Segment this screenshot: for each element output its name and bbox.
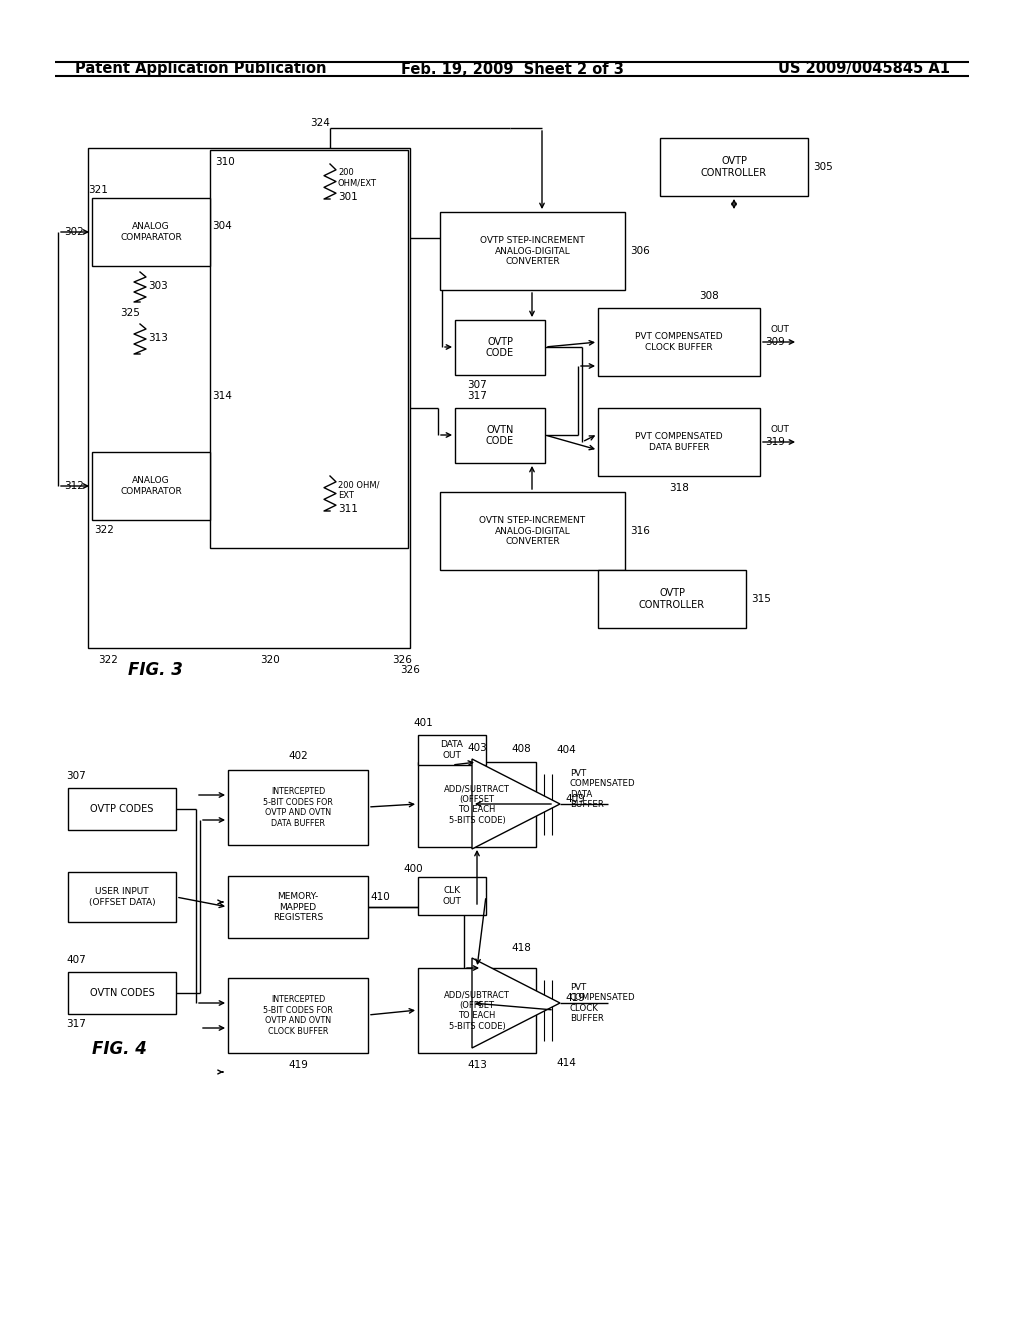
Bar — [228, 876, 368, 939]
Text: 419: 419 — [565, 993, 585, 1003]
Bar — [440, 213, 625, 290]
Text: 325: 325 — [120, 308, 140, 318]
Bar — [418, 735, 486, 766]
Text: 318: 318 — [669, 483, 689, 492]
Text: 320: 320 — [260, 655, 280, 665]
Text: 322: 322 — [98, 655, 118, 665]
Text: 306: 306 — [630, 246, 650, 256]
Text: 408: 408 — [511, 744, 530, 754]
Text: CLK
OUT: CLK OUT — [442, 886, 462, 906]
Text: ANALOG
COMPARATOR: ANALOG COMPARATOR — [120, 222, 182, 242]
Bar — [418, 762, 536, 847]
Text: USER INPUT
(OFFSET DATA): USER INPUT (OFFSET DATA) — [89, 887, 156, 907]
Text: 303: 303 — [148, 281, 168, 290]
Bar — [455, 319, 545, 375]
Bar — [455, 408, 545, 463]
Text: 200 OHM/
EXT: 200 OHM/ EXT — [338, 480, 380, 500]
Polygon shape — [472, 759, 560, 849]
Text: 311: 311 — [338, 504, 357, 513]
Text: 326: 326 — [400, 665, 420, 675]
Text: OVTP
CODE: OVTP CODE — [486, 337, 514, 358]
Text: OVTP
CONTROLLER: OVTP CONTROLLER — [639, 589, 706, 610]
Text: FIG. 4: FIG. 4 — [92, 1040, 146, 1059]
Text: 309: 309 — [765, 337, 784, 347]
Bar — [92, 198, 210, 267]
Bar — [228, 770, 368, 845]
Text: OVTN CODES: OVTN CODES — [90, 987, 155, 998]
Text: 410: 410 — [370, 892, 390, 902]
Text: OVTN
CODE: OVTN CODE — [486, 425, 514, 446]
Text: INTERCEPTED
5-BIT CODES FOR
OVTP AND OVTN
DATA BUFFER: INTERCEPTED 5-BIT CODES FOR OVTP AND OVT… — [263, 788, 333, 828]
Bar — [68, 873, 176, 921]
Text: 319: 319 — [765, 437, 784, 447]
Text: 310: 310 — [215, 157, 234, 168]
Text: 308: 308 — [699, 290, 719, 301]
Text: FIG. 3: FIG. 3 — [128, 661, 183, 678]
Bar — [440, 492, 625, 570]
Text: 304: 304 — [212, 220, 231, 231]
Text: 317: 317 — [467, 391, 486, 401]
Text: US 2009/0045845 A1: US 2009/0045845 A1 — [778, 62, 950, 77]
Text: 326: 326 — [392, 655, 412, 665]
Polygon shape — [472, 958, 560, 1048]
Text: Patent Application Publication: Patent Application Publication — [75, 62, 327, 77]
Text: 400: 400 — [403, 865, 423, 874]
Text: OUT: OUT — [771, 326, 790, 334]
Text: ADD/SUBTRACT
(OFFSET
TO EACH
5-BITS CODE): ADD/SUBTRACT (OFFSET TO EACH 5-BITS CODE… — [444, 990, 510, 1031]
Text: 418: 418 — [511, 942, 530, 953]
Text: DATA
OUT: DATA OUT — [440, 741, 464, 760]
Bar — [68, 788, 176, 830]
Text: 301: 301 — [338, 191, 357, 202]
Bar — [210, 150, 408, 548]
Text: PVT
COMPENSATED
CLOCK
BUFFER: PVT COMPENSATED CLOCK BUFFER — [570, 983, 636, 1023]
Bar — [418, 968, 536, 1053]
Text: 409: 409 — [565, 795, 585, 804]
Text: 402: 402 — [288, 751, 308, 762]
Text: 401: 401 — [413, 718, 433, 729]
Text: Feb. 19, 2009  Sheet 2 of 3: Feb. 19, 2009 Sheet 2 of 3 — [400, 62, 624, 77]
Text: INTERCEPTED
5-BIT CODES FOR
OVTP AND OVTN
CLOCK BUFFER: INTERCEPTED 5-BIT CODES FOR OVTP AND OVT… — [263, 995, 333, 1036]
Bar — [598, 308, 760, 376]
Bar — [68, 972, 176, 1014]
Bar — [88, 148, 410, 648]
Text: ANALOG
COMPARATOR: ANALOG COMPARATOR — [120, 477, 182, 496]
Text: 322: 322 — [94, 525, 114, 535]
Text: MEMORY-
MAPPED
REGISTERS: MEMORY- MAPPED REGISTERS — [272, 892, 324, 921]
Text: OVTP CODES: OVTP CODES — [90, 804, 154, 814]
Text: ADD/SUBTRACT
(OFFSET
TO EACH
5-BITS CODE): ADD/SUBTRACT (OFFSET TO EACH 5-BITS CODE… — [444, 784, 510, 825]
Text: 313: 313 — [148, 333, 168, 343]
Text: 200
OHM/EXT: 200 OHM/EXT — [338, 168, 377, 187]
Bar — [92, 451, 210, 520]
Text: 312: 312 — [65, 480, 84, 491]
Text: OVTP
CONTROLLER: OVTP CONTROLLER — [701, 156, 767, 178]
Text: OVTN STEP-INCREMENT
ANALOG-DIGITAL
CONVERTER: OVTN STEP-INCREMENT ANALOG-DIGITAL CONVE… — [479, 516, 586, 546]
Text: 302: 302 — [65, 227, 84, 238]
Text: 413: 413 — [467, 1060, 487, 1071]
Text: 321: 321 — [88, 185, 108, 195]
Bar — [660, 139, 808, 195]
Text: 315: 315 — [751, 594, 771, 605]
Text: 407: 407 — [66, 954, 86, 965]
Text: 317: 317 — [66, 1019, 86, 1030]
Text: OUT: OUT — [771, 425, 790, 434]
Text: 403: 403 — [467, 743, 486, 752]
Text: PVT
COMPENSATED
DATA
BUFFER: PVT COMPENSATED DATA BUFFER — [570, 770, 636, 809]
Text: 414: 414 — [556, 1059, 575, 1068]
Text: 305: 305 — [813, 162, 833, 172]
Text: 404: 404 — [556, 744, 575, 755]
Text: 316: 316 — [630, 525, 650, 536]
Text: PVT COMPENSATED
CLOCK BUFFER: PVT COMPENSATED CLOCK BUFFER — [635, 333, 723, 351]
Text: 419: 419 — [288, 1060, 308, 1071]
Bar — [598, 570, 746, 628]
Bar — [228, 978, 368, 1053]
Bar — [598, 408, 760, 477]
Text: 314: 314 — [212, 391, 231, 401]
Text: OVTP STEP-INCREMENT
ANALOG-DIGITAL
CONVERTER: OVTP STEP-INCREMENT ANALOG-DIGITAL CONVE… — [480, 236, 585, 265]
Text: PVT COMPENSATED
DATA BUFFER: PVT COMPENSATED DATA BUFFER — [635, 433, 723, 451]
Text: 307: 307 — [66, 771, 86, 781]
Bar — [418, 876, 486, 915]
Text: 307: 307 — [467, 380, 486, 389]
Text: 324: 324 — [310, 117, 330, 128]
